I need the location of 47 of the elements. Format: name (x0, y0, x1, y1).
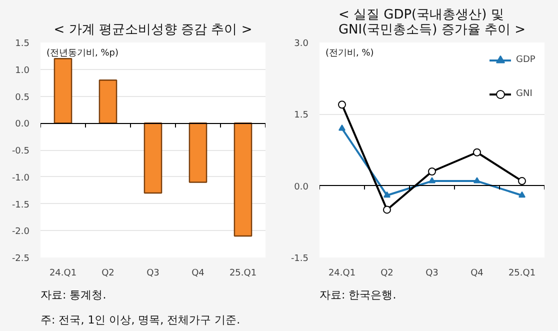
y-tick-label: -0.5 (12, 146, 30, 156)
y-tick-label: 1.5 (294, 110, 309, 121)
legend-label: GDP (516, 55, 536, 65)
x-tick-label: 25.Q1 (229, 268, 257, 278)
text: 자료: 한국은행. (320, 288, 396, 302)
y-tick-label: 0.5 (15, 92, 30, 103)
point (338, 124, 346, 131)
point (518, 177, 526, 186)
y-tick-label: -1.5 (12, 200, 30, 210)
y-tick-label: -1.0 (12, 173, 30, 184)
y-tick-label: 1.5 (15, 39, 30, 49)
text: 주: 전국, 1인 이상, 명목, 전체가구 기준. (40, 314, 240, 326)
x-tick-label: 25.Q1 (508, 268, 536, 278)
y-tick-label: -1.5 (290, 254, 308, 264)
point (428, 168, 436, 176)
annotation: (전기비, %) (326, 48, 374, 58)
y-tick-label: 0.0 (294, 182, 309, 192)
x-tick-label: 24.Q1 (328, 268, 356, 278)
y-tick-label: -2.5 (12, 254, 30, 264)
y-tick-label: 3.0 (294, 39, 309, 49)
point (518, 191, 526, 198)
bar (188, 122, 208, 183)
bar (54, 58, 72, 124)
text: 자료: 통계청. (40, 288, 106, 302)
chart-title: < 가계 평균소비성향 증감 추이 > (54, 22, 252, 38)
x-tick-label: Q4 (192, 268, 205, 278)
chart-title: < 실질 GDP(국내총생산) 및 GNI(국민총소득) 증가율 추이 > (338, 8, 526, 38)
y-tick-label: 0.0 (15, 120, 30, 130)
point (473, 148, 481, 156)
point (384, 191, 390, 198)
y-tick-label: -2.0 (12, 227, 30, 238)
point (383, 206, 391, 214)
point (338, 100, 346, 109)
x-tick-label: Q2 (380, 268, 394, 278)
y-tick-label: 1.0 (15, 66, 30, 76)
point (474, 177, 480, 184)
x-tick-label: Q3 (426, 268, 438, 278)
annotation: (전년동기비, %p) (46, 48, 119, 58)
legend-label: GNI (516, 89, 534, 99)
x-tick-label: Q2 (102, 268, 114, 278)
point (428, 177, 436, 184)
x-tick-label: Q4 (470, 268, 484, 278)
x-tick-label: Q3 (146, 268, 160, 278)
x-tick-label: 24.Q1 (49, 268, 77, 278)
bar (98, 80, 118, 124)
bar (234, 122, 252, 237)
bar (144, 122, 162, 194)
